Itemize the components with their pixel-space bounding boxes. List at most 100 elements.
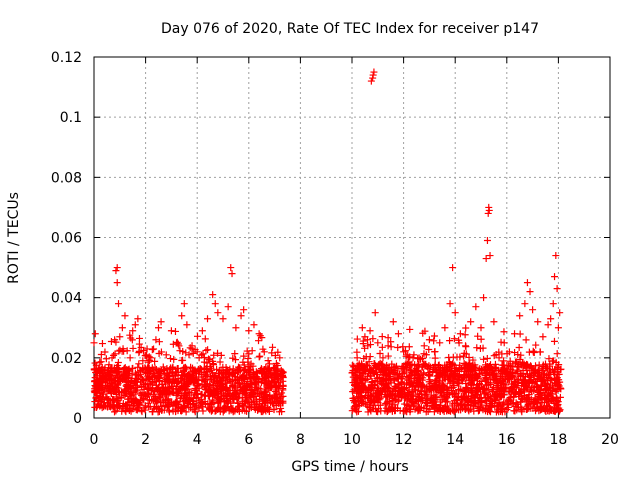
data-point [509,399,517,407]
data-point [248,347,256,355]
data-point [231,350,239,358]
data-point [243,407,251,415]
data-point [378,333,386,341]
data-point [421,327,429,335]
data-point [100,399,108,407]
data-point [526,370,534,378]
data-point [116,346,124,354]
data-point [447,376,455,384]
data-point [265,360,273,368]
data-point [255,390,263,398]
data-point [474,373,482,381]
data-point [108,354,116,362]
data-point [126,331,134,339]
data-point [418,390,426,398]
data-point [484,209,492,217]
data-point [427,385,435,393]
data-point [199,400,207,408]
data-point [363,336,371,344]
data-point [387,403,395,411]
data-point [516,312,524,320]
x-tick-label: 2 [141,432,150,448]
data-point [261,387,269,395]
data-point [451,368,459,376]
data-point [358,363,366,371]
data-point [400,348,408,356]
data-point [545,398,553,406]
data-point [397,373,405,381]
data-point [201,392,209,400]
data-point [384,352,392,360]
data-point [527,373,535,381]
data-point [183,399,191,407]
data-point [195,397,203,405]
data-point [225,370,233,378]
data-point [553,350,561,358]
data-point [215,403,223,411]
data-point [137,368,145,376]
data-point [485,206,493,214]
data-point [421,391,429,399]
data-point [368,399,376,407]
data-point [487,397,495,405]
data-point [422,360,430,368]
data-point [456,330,464,338]
data-point [367,77,375,85]
x-axis: 0 2 4 6 8 10 12 14 16 18 20 [90,57,619,448]
data-point [496,388,504,396]
data-point [132,386,140,394]
data-point [180,364,188,372]
data-point [253,373,261,381]
data-point [169,375,177,383]
data-point [246,363,254,371]
data-point [478,369,486,377]
data-point [496,401,504,409]
data-point [546,376,554,384]
data-point [125,395,133,403]
data-point [460,352,468,360]
data-point [493,402,501,410]
data-point [158,383,166,391]
data-point [373,390,381,398]
data-point [535,386,543,394]
data-point [387,343,395,351]
data-point [477,324,485,332]
data-point [278,372,286,380]
data-point [186,372,194,380]
data-point [404,351,412,359]
data-point [277,366,285,374]
data-point [163,377,171,385]
data-point [354,407,362,415]
data-point [271,369,279,377]
data-point [256,352,264,360]
data-point [124,373,132,381]
data-point [502,383,510,391]
grid-lines [94,57,610,418]
data-point [462,342,470,350]
data-point [551,273,559,281]
data-point [369,335,377,343]
data-point [123,402,131,410]
data-point [376,349,384,357]
data-point [189,374,197,382]
data-point [208,400,216,408]
data-point [100,366,108,374]
data-point [389,397,397,405]
data-point [357,393,365,401]
data-point [498,406,506,414]
data-point [155,324,162,332]
data-point [372,405,380,412]
data-point [227,264,235,272]
data-point [129,344,137,352]
data-point [204,315,212,323]
data-point [483,237,491,245]
data-point [462,379,470,387]
data-point [556,393,564,401]
data-point [417,375,425,383]
data-point [222,392,230,400]
data-point [197,370,205,378]
data-point [210,389,218,397]
data-point [164,371,172,379]
data-point [494,392,502,400]
data-point [394,404,402,412]
